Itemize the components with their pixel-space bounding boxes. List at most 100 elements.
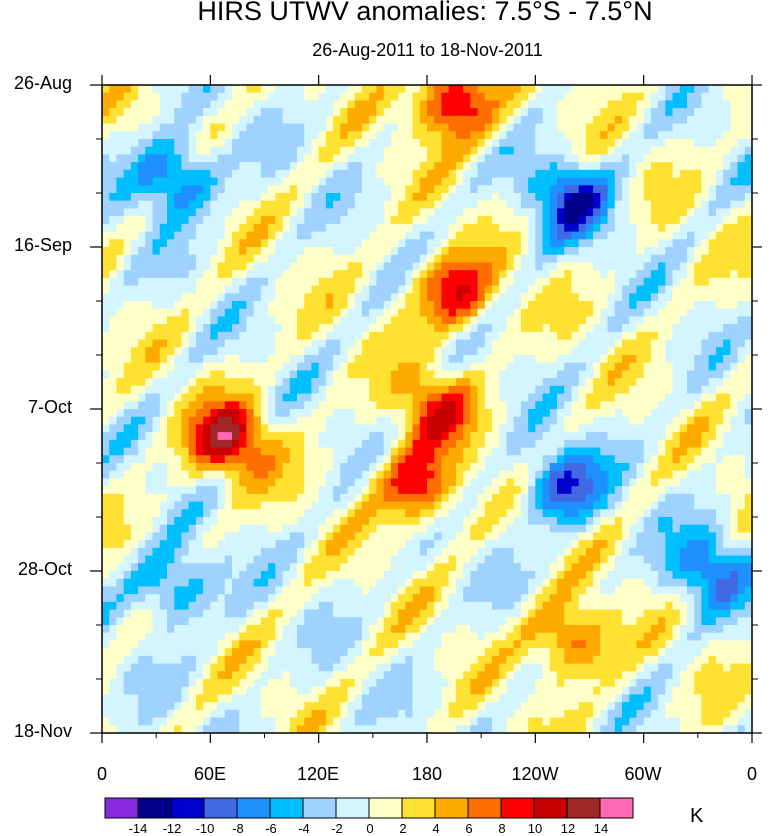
anomaly-cell [499,216,508,225]
anomaly-cell [268,285,276,294]
anomaly-cell [188,370,197,379]
anomaly-cell [614,455,623,464]
anomaly-cell [535,254,544,264]
anomaly-cell [246,162,255,171]
anomaly-cell [463,193,471,202]
anomaly-cell [564,247,573,256]
anomaly-cell [434,162,443,171]
anomaly-cell [318,270,327,279]
anomaly-cell [737,216,746,225]
anomaly-cell [152,339,161,348]
anomaly-cell [513,115,522,125]
anomaly-cell [492,239,500,248]
anomaly-cell [159,185,168,194]
anomaly-cell [622,262,630,271]
anomaly-cell [152,277,161,287]
anomaly-cell [708,139,717,148]
anomaly-cell [708,193,717,202]
anomaly-cell [340,416,349,426]
anomaly-cell [715,362,724,372]
anomaly-cell [506,108,515,117]
anomaly-cell [311,470,320,480]
anomaly-cell [268,254,276,264]
anomaly-cell [571,385,580,395]
anomaly-cell [708,470,717,480]
anomaly-cell [268,324,276,333]
anomaly-cell [528,455,536,464]
anomaly-cell [304,177,313,186]
anomaly-cell [109,231,118,240]
anomaly-cell [102,409,110,418]
anomaly-cell [253,146,262,156]
anomaly-cell [398,455,406,464]
anomaly-cell [369,378,378,387]
anomaly-cell [289,416,298,426]
anomaly-cell [427,393,435,402]
anomaly-cell [398,463,406,472]
anomaly-cell [232,301,240,310]
anomaly-cell [152,85,161,94]
anomaly-cell [167,416,175,426]
anomaly-cell [528,277,536,287]
anomaly-cell [600,393,609,402]
anomaly-cell [289,424,298,433]
anomaly-cell [679,486,688,495]
anomaly-cell [549,308,558,318]
anomaly-cell [434,92,443,102]
anomaly-cell [434,247,443,256]
anomaly-cell [730,131,739,140]
anomaly-cell [304,115,313,125]
anomaly-cell [181,247,190,256]
anomaly-cell [145,409,154,418]
anomaly-cell [419,100,428,109]
anomaly-cell [470,401,479,410]
anomaly-cell [723,370,731,379]
anomaly-cell [564,393,573,402]
anomaly-cell [347,254,356,264]
anomaly-cell [658,455,666,464]
anomaly-cell [636,208,645,217]
anomaly-cell [542,247,551,256]
anomaly-cell [174,293,183,302]
anomaly-cell [325,92,334,102]
anomaly-cell [369,362,378,372]
anomaly-cell [347,331,356,341]
anomaly-cell [311,239,320,248]
anomaly-cell [217,200,226,210]
anomaly-cell [289,277,298,287]
anomaly-cell [116,200,125,210]
anomaly-cell [535,131,544,140]
anomaly-cell [362,331,370,341]
anomaly-cell [441,208,450,217]
anomaly-cell [585,169,594,179]
anomaly-cell [607,293,616,302]
anomaly-cell [737,154,746,163]
anomaly-cell [318,439,327,449]
anomaly-cell [239,223,248,233]
anomaly-cell [434,478,443,487]
anomaly-cell [434,424,443,433]
anomaly-cell [585,424,594,433]
anomaly-cell [629,216,638,225]
anomaly-cell [325,146,334,156]
anomaly-cell [484,355,493,364]
anomaly-cell [585,85,594,94]
anomaly-cell [470,177,479,186]
anomaly-cell [737,370,746,379]
anomaly-cell [333,277,341,287]
anomaly-cell [383,169,392,179]
anomaly-cell [188,193,197,202]
anomaly-cell [174,185,183,194]
anomaly-cell [585,223,594,233]
anomaly-cell [441,401,450,410]
anomaly-cell [434,339,443,348]
anomaly-cell [116,393,125,402]
anomaly-cell [427,293,435,302]
anomaly-cell [152,493,161,503]
anomaly-cell [159,324,168,333]
anomaly-cell [557,247,565,256]
anomaly-cell [737,486,746,495]
anomaly-cell [217,177,226,186]
anomaly-cell [376,262,385,271]
anomaly-cell [383,486,392,495]
